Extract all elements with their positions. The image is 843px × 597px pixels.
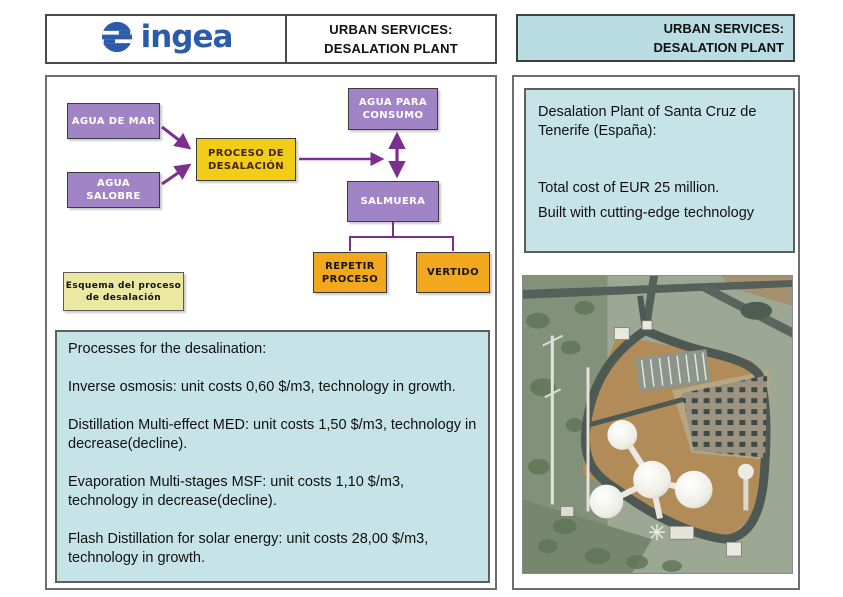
diagram-box-proceso-desalacion: PROCESO DE DESALACIÓN — [196, 138, 296, 181]
diagram-box-agua-de-mar: AGUA DE MAR — [67, 103, 160, 139]
right-header: URBAN SERVICES: DESALATION PLANT — [516, 14, 795, 62]
ingea-logo-text: ingea — [140, 18, 234, 55]
diagram-caption-line2: de desalación — [85, 292, 162, 303]
ingea-logo: ingea — [47, 16, 287, 62]
diagram-label: REPETIR — [325, 260, 375, 272]
diagram-box-agua-salobre: AGUA SALOBRE — [67, 172, 160, 208]
diagram-label: PROCESO — [321, 273, 379, 285]
plant-info-line2: Total cost of EUR 25 million. — [538, 180, 720, 196]
plant-info-line1: Desalation Plant of Santa Cruz de Teneri… — [538, 104, 757, 139]
diagram-caption-box: Esquema del proceso de desalación — [63, 272, 184, 311]
right-header-line2: DESALATION PLANT — [653, 40, 784, 55]
diagram-label: DESALACIÓN — [207, 160, 285, 172]
diagram-label: AGUA PARA — [358, 97, 428, 108]
plant-info-box: Desalation Plant of Santa Cruz de Teneri… — [524, 88, 795, 253]
diagram-caption-line1: Esquema del proceso — [65, 280, 182, 291]
left-header: ingea URBAN SERVICES: DESALATION PLANT — [45, 14, 497, 64]
processes-title: Processes for the desalination: — [68, 341, 267, 357]
diagram-label: PROCESO DE — [207, 147, 285, 159]
diagram-box-vertido: VERTIDO — [416, 252, 490, 293]
right-header-line1: URBAN SERVICES: — [663, 21, 784, 36]
plant-info-line3: Built with cutting-edge technology — [538, 205, 755, 221]
process-item: Flash Distillation for solar energy: uni… — [68, 531, 429, 566]
processes-text-box: Processes for the desalination: Inverse … — [55, 330, 490, 583]
diagram-label: CONSUMO — [362, 110, 424, 121]
diagram-label: VERTIDO — [427, 267, 479, 278]
ingea-logo-icon — [100, 20, 134, 59]
process-item: Evaporation Multi-stages MSF: unit costs… — [68, 474, 405, 509]
diagram-box-agua-para-consumo: AGUA PARA CONSUMO — [348, 88, 438, 130]
aerial-photo-desalination-plant — [522, 275, 793, 574]
diagram-label: AGUA DE MAR — [71, 115, 156, 127]
diagram-box-repetir-proceso: REPETIR PROCESO — [313, 252, 387, 293]
process-item: Distillation Multi-effect MED: unit cost… — [68, 417, 477, 452]
diagram-box-salmuera: SALMUERA — [347, 181, 439, 222]
diagram-label: AGUA SALOBRE — [86, 178, 141, 202]
process-item: Inverse osmosis: unit costs 0,60 $/m3, t… — [68, 379, 456, 395]
left-header-title: URBAN SERVICES: DESALATION PLANT — [287, 16, 495, 62]
left-header-line1: URBAN SERVICES: — [329, 22, 453, 37]
left-header-line2: DESALATION PLANT — [324, 41, 458, 56]
diagram-label: SALMUERA — [360, 196, 426, 207]
